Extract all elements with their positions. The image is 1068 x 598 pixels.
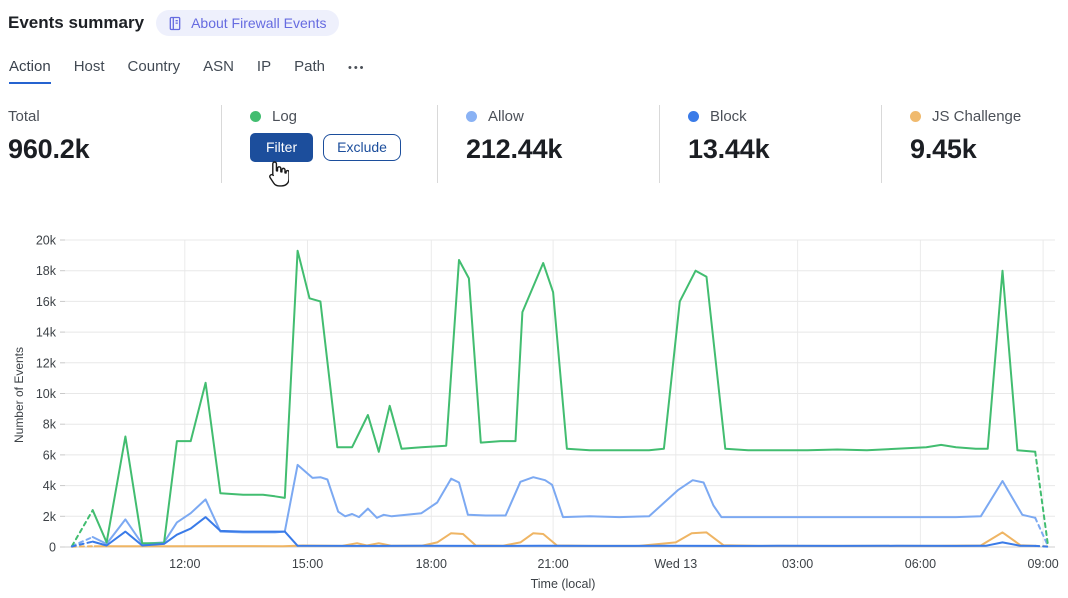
- svg-text:20k: 20k: [36, 234, 57, 248]
- svg-text:2k: 2k: [43, 510, 57, 524]
- stat-value-block: 13.44k: [688, 134, 770, 164]
- divider: [881, 105, 882, 183]
- stat-label-log: Log: [250, 108, 437, 125]
- svg-text:10k: 10k: [36, 387, 57, 401]
- page-title: Events summary: [8, 13, 145, 32]
- svg-text:8k: 8k: [43, 418, 57, 432]
- about-pill-label: About Firewall Events: [191, 15, 327, 31]
- stat-label-js-challenge: JS Challenge: [910, 108, 1068, 125]
- stat-value-js-challenge: 9.45k: [910, 134, 977, 164]
- svg-text:6k: 6k: [43, 448, 57, 462]
- tab-bar: Action Host Country ASN IP Path •••: [9, 58, 366, 84]
- stat-card-js-challenge: JS Challenge 9.45k: [882, 103, 1068, 183]
- filter-button[interactable]: Filter: [250, 133, 314, 162]
- header: Events summary About Firewall Events: [8, 10, 340, 36]
- tab-country[interactable]: Country: [127, 58, 181, 75]
- y-axis-title: Number of Events: [12, 346, 26, 444]
- tab-asn[interactable]: ASN: [203, 58, 234, 75]
- svg-text:18k: 18k: [36, 264, 57, 278]
- events-chart: 12:00 15:00 18:00 21:00 Wed 13 03:00 06:00 09:0…: [36, 234, 1059, 572]
- svg-text:14k: 14k: [36, 326, 57, 340]
- svg-text:16k: 16k: [36, 295, 57, 309]
- svg-text:0: 0: [49, 541, 56, 555]
- stat-card-allow: Allow 212.44k: [438, 103, 659, 183]
- svg-text:4k: 4k: [43, 479, 57, 493]
- tab-host[interactable]: Host: [73, 58, 105, 75]
- divider: [437, 105, 438, 183]
- svg-text:12:00: 12:00: [169, 557, 200, 571]
- divider: [659, 105, 660, 183]
- tab-action[interactable]: Action: [9, 58, 51, 84]
- stat-card-log: Log Filter Exclude: [222, 103, 437, 183]
- stat-value-allow: 212.44k: [466, 134, 563, 164]
- svg-text:Wed 13: Wed 13: [654, 557, 697, 571]
- stat-label-block: Block: [688, 108, 881, 125]
- stat-label-allow: Allow: [466, 108, 659, 125]
- svg-text:18:00: 18:00: [416, 557, 447, 571]
- exclude-button[interactable]: Exclude: [323, 134, 401, 161]
- log-legend-dot-icon: [250, 111, 261, 122]
- stat-card-block: Block 13.44k: [660, 103, 881, 183]
- tab-ip[interactable]: IP: [256, 58, 272, 75]
- about-firewall-events-link[interactable]: About Firewall Events: [156, 10, 340, 36]
- svg-text:09:00: 09:00: [1027, 557, 1058, 571]
- js-challenge-legend-dot-icon: [910, 111, 921, 122]
- svg-text:15:00: 15:00: [292, 557, 323, 571]
- stats-row: Total 960.2k Log Filter Exclude Allow 21…: [0, 103, 1068, 183]
- allow-legend-dot-icon: [466, 111, 477, 122]
- stat-value-total: 960.2k: [8, 134, 90, 164]
- tab-path[interactable]: Path: [294, 58, 325, 75]
- more-tabs-ellipsis-icon[interactable]: •••: [347, 62, 366, 74]
- book-icon: [167, 16, 183, 31]
- svg-text:12k: 12k: [36, 356, 57, 370]
- svg-text:06:00: 06:00: [905, 557, 936, 571]
- divider: [221, 105, 222, 183]
- block-legend-dot-icon: [688, 111, 699, 122]
- stat-card-total: Total 960.2k: [0, 103, 221, 183]
- svg-text:21:00: 21:00: [537, 557, 568, 571]
- svg-text:03:00: 03:00: [782, 557, 813, 571]
- x-axis-title: Time (local): [530, 577, 596, 591]
- stat-label-total: Total: [8, 108, 40, 125]
